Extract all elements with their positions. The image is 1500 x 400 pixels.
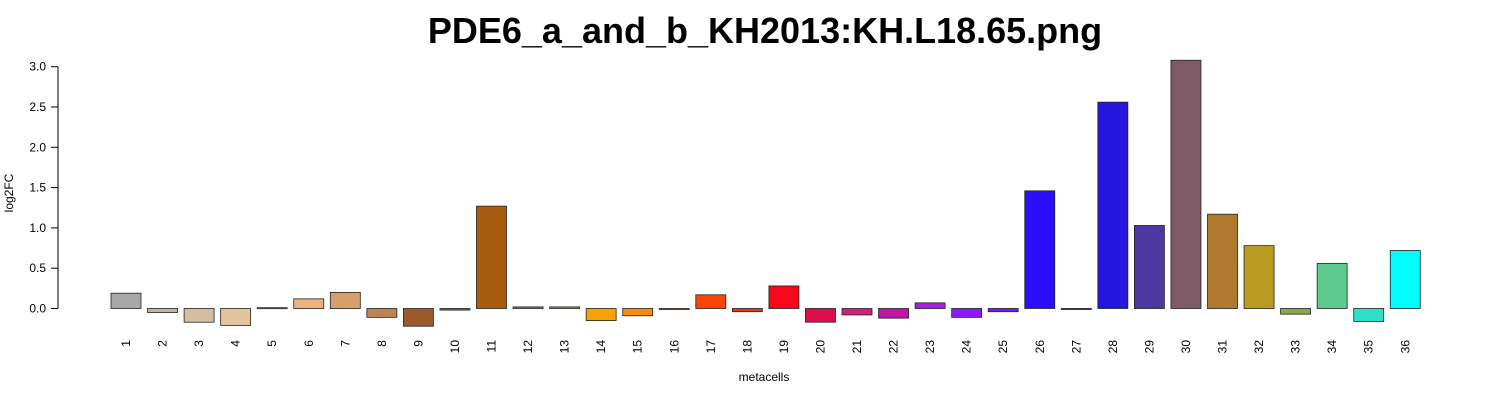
x-tick-label: 27: [1069, 340, 1083, 354]
x-tick-label: 11: [485, 340, 499, 353]
y-tick-label: 2.5: [29, 100, 46, 114]
y-tick-label: 2.0: [29, 140, 46, 154]
y-tick-label: 1.5: [29, 181, 46, 195]
x-tick-label: 10: [448, 340, 462, 354]
bar-24: [951, 308, 983, 318]
bar-17: [695, 294, 727, 309]
x-tick-label: 6: [302, 340, 316, 347]
y-tick-label: 0.0: [29, 302, 46, 316]
x-tick-label: 13: [558, 340, 572, 354]
bar-23: [914, 302, 946, 309]
bar-36: [1389, 250, 1421, 309]
x-tick-label: 4: [229, 340, 243, 347]
x-tick-label: 36: [1398, 340, 1412, 354]
x-tick-label: 30: [1179, 340, 1193, 354]
bar-20: [805, 308, 836, 323]
bar-8: [366, 308, 398, 318]
bar-21: [841, 308, 873, 316]
x-tick-label: 12: [521, 340, 535, 354]
x-tick-label: 14: [594, 340, 608, 354]
x-tick-label: 25: [996, 340, 1010, 354]
x-tick-label: 35: [1362, 340, 1376, 354]
bar-28: [1097, 101, 1129, 309]
bar-34: [1316, 262, 1348, 309]
bar-15: [622, 308, 654, 317]
bar-14: [585, 308, 617, 321]
bar-5: [256, 307, 288, 310]
bar-30: [1170, 59, 1202, 309]
bar-32: [1243, 245, 1275, 309]
x-tick-label: 28: [1106, 340, 1120, 354]
y-tick-label: 1.0: [29, 221, 46, 235]
chart-title: PDE6_a_and_b_KH2013:KH.L18.65.png: [427, 10, 1103, 51]
x-tick-label: 23: [923, 340, 937, 354]
y-tick-label: 3.0: [29, 60, 46, 74]
bar-25: [987, 308, 1019, 313]
x-tick-label: 32: [1252, 340, 1266, 354]
bar-35: [1353, 308, 1385, 322]
bar-4: [220, 308, 252, 326]
bar-16: [658, 308, 690, 310]
x-tick-labels: 1 2 3 4 5 6 7 8 9 10 11 12 13 14 15 16 17 18 19 20 21 22 23 24 2…: [119, 340, 1412, 354]
x-tick-label: 17: [704, 340, 718, 354]
x-tick-label: 7: [338, 340, 352, 347]
bar-33: [1280, 308, 1311, 315]
bar-2: [147, 308, 178, 313]
x-tick-label: 20: [813, 340, 827, 354]
bar-22: [878, 308, 909, 319]
x-tick-label: 16: [667, 340, 681, 354]
x-tick-label: 21: [850, 340, 864, 354]
x-tick-label: 31: [1216, 340, 1230, 354]
bar-9: [402, 308, 434, 327]
bar-26: [1024, 190, 1056, 309]
y-tick-label: 0.5: [29, 261, 46, 275]
bar-6: [293, 298, 325, 309]
x-tick-label: 9: [411, 340, 425, 347]
bar-11: [476, 205, 507, 309]
x-tick-label: 5: [265, 340, 279, 347]
bar-10: [439, 308, 471, 311]
x-axis-title: metacells: [739, 370, 790, 384]
bar-27: [1060, 308, 1092, 310]
x-tick-label: 24: [960, 340, 974, 354]
x-tick-label: 3: [192, 340, 206, 347]
x-tick-label: 15: [631, 340, 645, 354]
bar-7: [329, 291, 361, 309]
bar-12: [512, 306, 544, 309]
bar-3: [183, 308, 215, 323]
x-tick-label: 29: [1142, 340, 1156, 354]
bar-29: [1134, 225, 1165, 309]
x-tick-label: 19: [777, 340, 791, 354]
bar-31: [1207, 213, 1238, 309]
x-tick-label: 33: [1289, 340, 1303, 354]
y-axis-title: log2FC: [2, 173, 16, 212]
bar-18: [731, 308, 763, 313]
x-tick-label: 26: [1033, 340, 1047, 354]
x-tick-label: 8: [375, 340, 389, 347]
x-tick-label: 22: [887, 340, 901, 354]
x-tick-label: 2: [156, 340, 170, 347]
bar-19: [768, 285, 800, 309]
x-tick-label: 18: [740, 340, 754, 354]
x-tick-label: 34: [1325, 340, 1339, 354]
bars: [110, 59, 1421, 327]
y-axis: 0.0 0.5 1.0 1.5 2.0 2.5 3.0: [29, 60, 59, 316]
bar-13: [549, 306, 580, 309]
bar-1: [110, 292, 142, 309]
x-tick-label: 1: [119, 340, 133, 347]
